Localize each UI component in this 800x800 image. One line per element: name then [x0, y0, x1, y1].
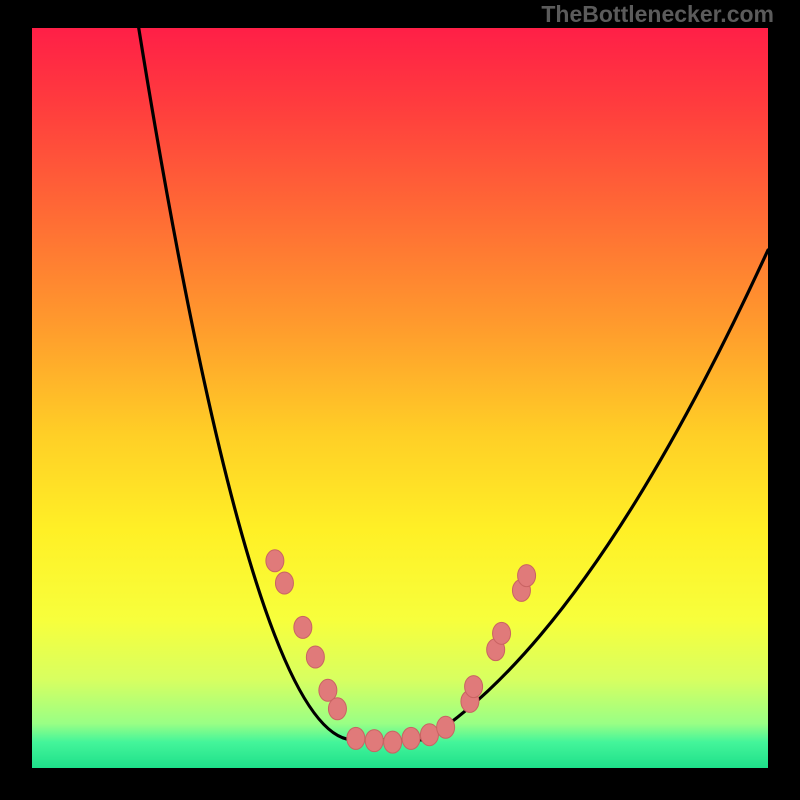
curve-marker — [266, 550, 284, 572]
curve-marker — [402, 727, 420, 749]
curve-marker — [294, 616, 312, 638]
curve-marker — [365, 730, 383, 752]
curve-marker — [518, 565, 536, 587]
curve-marker — [275, 572, 293, 594]
curve-marker — [465, 676, 483, 698]
curve-marker — [437, 716, 455, 738]
curve-marker — [306, 646, 324, 668]
curve-marker — [493, 622, 511, 644]
chart-root: TheBottlenecker.com — [0, 0, 800, 800]
curve-marker — [384, 731, 402, 753]
curve-marker — [328, 698, 346, 720]
chart-svg — [0, 0, 800, 800]
plot-background — [32, 28, 768, 768]
curve-marker — [420, 724, 438, 746]
curve-marker — [347, 727, 365, 749]
